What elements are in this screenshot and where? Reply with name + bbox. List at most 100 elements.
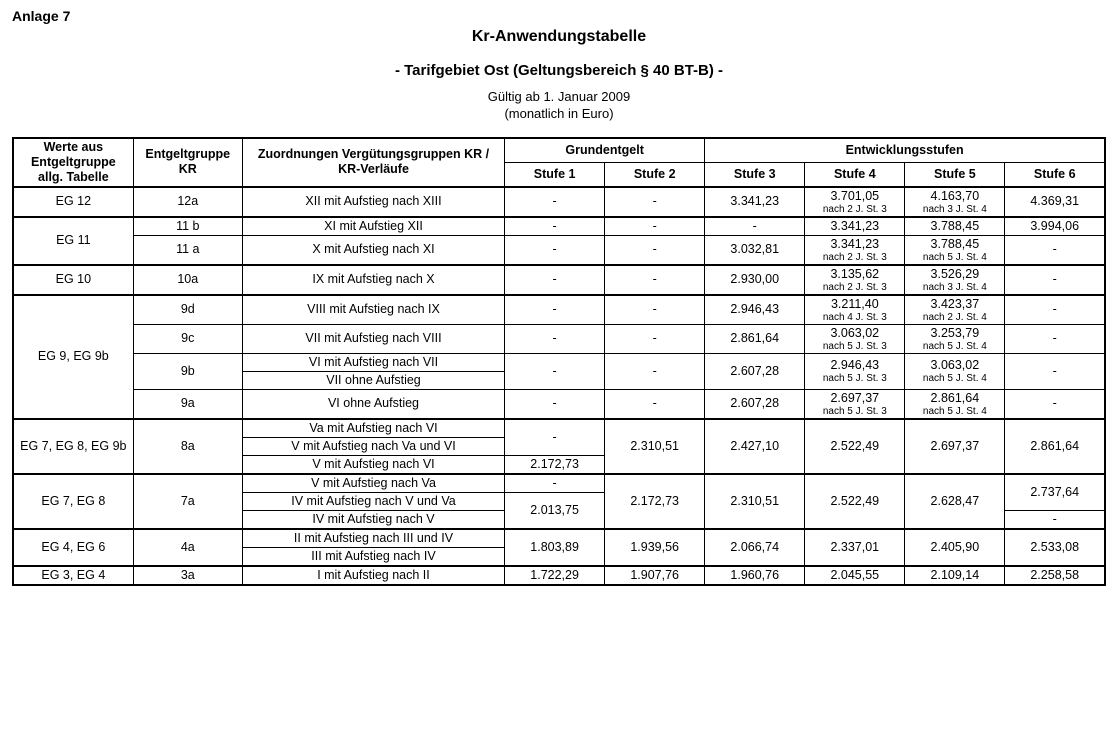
col-stufe5: Stufe 5	[905, 162, 1005, 187]
cell: 3.526,29nach 3 J. St. 4	[905, 265, 1005, 295]
cell: 3.063,02nach 5 J. St. 4	[905, 353, 1005, 389]
cell: -	[605, 353, 705, 389]
cell: 3.253,79nach 5 J. St. 4	[905, 324, 1005, 353]
row-4a-1: EG 4, EG 6 4a II mit Aufstieg nach III u…	[13, 529, 1105, 548]
cell: 2.930,00	[705, 265, 805, 295]
cell: Va mit Aufstieg nach VI	[242, 419, 504, 438]
cell: 2.310,51	[605, 419, 705, 474]
cell: 2.737,64	[1005, 474, 1105, 511]
cell: IV mit Aufstieg nach V	[242, 510, 504, 529]
cell: XII mit Aufstieg nach XIII	[242, 187, 504, 217]
cell: EG 3, EG 4	[13, 566, 133, 585]
cell: 7a	[133, 474, 242, 529]
cell: 2.258,58	[1005, 566, 1105, 585]
cell: 3.341,23nach 2 J. St. 3	[805, 235, 905, 265]
cell: V mit Aufstieg nach Va	[242, 474, 504, 493]
cell: 3.788,45	[905, 217, 1005, 236]
cell: -	[505, 295, 605, 325]
cell: -	[705, 217, 805, 236]
cell: XI mit Aufstieg XII	[242, 217, 504, 236]
cell: 3.341,23	[705, 187, 805, 217]
cell: 1.722,29	[505, 566, 605, 585]
col-stufe3: Stufe 3	[705, 162, 805, 187]
cell: -	[1005, 324, 1105, 353]
cell: 3.423,37nach 2 J. St. 4	[905, 295, 1005, 325]
cell: 2.337,01	[805, 529, 905, 566]
cell: EG 4, EG 6	[13, 529, 133, 566]
cell: 1.803,89	[505, 529, 605, 566]
row-9c: 9c VII mit Aufstieg nach VIII - - 2.861,…	[13, 324, 1105, 353]
row-3a: EG 3, EG 4 3a I mit Aufstieg nach II 1.7…	[13, 566, 1105, 585]
cell: EG 7, EG 8, EG 9b	[13, 419, 133, 474]
cell: 2.946,43	[705, 295, 805, 325]
cell: 8a	[133, 419, 242, 474]
cell: 3.341,23	[805, 217, 905, 236]
cell: 3a	[133, 566, 242, 585]
cell: -	[605, 187, 705, 217]
cell: 2.607,28	[705, 353, 805, 389]
row-9d: EG 9, EG 9b 9d VIII mit Aufstieg nach IX…	[13, 295, 1105, 325]
cell: 1.939,56	[605, 529, 705, 566]
cell: 2.013,75	[505, 492, 605, 529]
cell: VIII mit Aufstieg nach IX	[242, 295, 504, 325]
col-stufe6: Stufe 6	[1005, 162, 1105, 187]
cell: -	[505, 324, 605, 353]
cell: EG 12	[13, 187, 133, 217]
cell: -	[505, 419, 605, 456]
cell: -	[505, 265, 605, 295]
cell: -	[1005, 235, 1105, 265]
cell: 2.109,14	[905, 566, 1005, 585]
cell: VI mit Aufstieg nach VII	[242, 353, 504, 371]
cell: -	[605, 217, 705, 236]
cell: X mit Aufstieg nach XI	[242, 235, 504, 265]
row-9b-1: 9b VI mit Aufstieg nach VII - - 2.607,28…	[13, 353, 1105, 371]
cell: EG 9, EG 9b	[13, 295, 133, 419]
cell: 4.369,31	[1005, 187, 1105, 217]
pay-table: Werte aus Entgeltgruppe allg. Tabelle En…	[12, 137, 1106, 586]
cell: 3.788,45nach 5 J. St. 4	[905, 235, 1005, 265]
cell: 11 a	[133, 235, 242, 265]
title-block: Kr-Anwendungstabelle - Tarifgebiet Ost (…	[12, 28, 1106, 123]
cell: 2.697,37nach 5 J. St. 3	[805, 389, 905, 419]
cell: 2.427,10	[705, 419, 805, 474]
cell: 9c	[133, 324, 242, 353]
cell: II mit Aufstieg nach III und IV	[242, 529, 504, 548]
cell: -	[605, 324, 705, 353]
cell: IX mit Aufstieg nach X	[242, 265, 504, 295]
cell: -	[1005, 295, 1105, 325]
cell: -	[505, 353, 605, 389]
cell: 2.607,28	[705, 389, 805, 419]
cell: -	[605, 235, 705, 265]
cell: EG 7, EG 8	[13, 474, 133, 529]
cell: 2.172,73	[505, 455, 605, 474]
cell: -	[1005, 510, 1105, 529]
cell: 2.172,73	[605, 474, 705, 529]
cell: 2.946,43nach 5 J. St. 3	[805, 353, 905, 389]
cell: 3.994,06	[1005, 217, 1105, 236]
row-8a-1: EG 7, EG 8, EG 9b 8a Va mit Aufstieg nac…	[13, 419, 1105, 438]
cell: 2.310,51	[705, 474, 805, 529]
cell: 9a	[133, 389, 242, 419]
cell: 4a	[133, 529, 242, 566]
cell: III mit Aufstieg nach IV	[242, 547, 504, 566]
col-stufe4: Stufe 4	[805, 162, 905, 187]
cell: -	[1005, 265, 1105, 295]
anlage-label: Anlage 7	[12, 8, 1106, 24]
cell: EG 11	[13, 217, 133, 265]
cell: 2.522,49	[805, 474, 905, 529]
cell: 3.211,40nach 4 J. St. 3	[805, 295, 905, 325]
cell: -	[505, 187, 605, 217]
cell: V mit Aufstieg nach VI	[242, 455, 504, 474]
cell: 2.861,64nach 5 J. St. 4	[905, 389, 1005, 419]
cell: 2.861,64	[1005, 419, 1105, 474]
cell: 2.628,47	[905, 474, 1005, 529]
valid-from: Gültig ab 1. Januar 2009	[12, 89, 1106, 106]
cell: 4.163,70nach 3 J. St. 4	[905, 187, 1005, 217]
cell: 11 b	[133, 217, 242, 236]
cell: -	[605, 295, 705, 325]
col-stufe1: Stufe 1	[505, 162, 605, 187]
cell: 9b	[133, 353, 242, 389]
cell: 2.405,90	[905, 529, 1005, 566]
cell: 2.522,49	[805, 419, 905, 474]
cell: 2.045,55	[805, 566, 905, 585]
